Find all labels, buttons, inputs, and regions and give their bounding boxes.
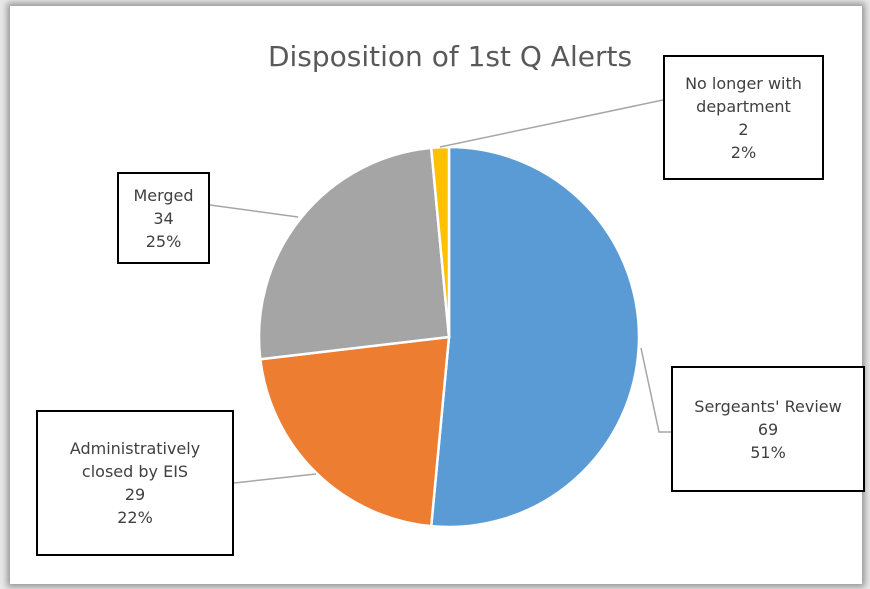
label-percent: 51%: [750, 442, 786, 462]
data-label: Merged 34 25%: [117, 172, 210, 264]
leader-line: [439, 99, 664, 148]
label-value: 2: [738, 119, 749, 139]
label-category: No longer with department: [685, 73, 802, 116]
leader-line: [640, 347, 671, 433]
label-value: 69: [757, 419, 779, 439]
leader-line: [233, 473, 317, 484]
leader-line: [209, 204, 299, 218]
label-category: Administratively closed by EIS: [69, 439, 201, 481]
pie-slice: [258, 335, 451, 528]
label-category: Merged: [133, 185, 194, 205]
data-label: Administratively closed by EIS 29 22%: [36, 410, 234, 556]
label-category: Sergeants' Review: [694, 396, 842, 416]
label-value: 29: [124, 485, 146, 504]
pie-slice: [429, 145, 641, 529]
label-percent: 25%: [145, 231, 182, 251]
label-percent: 2%: [730, 142, 757, 162]
pie-slice: [257, 146, 451, 361]
label-value: 34: [153, 208, 174, 228]
data-label: Sergeants' Review 69 51%: [671, 366, 865, 492]
label-percent: 22%: [117, 508, 153, 527]
chart-title: Disposition of 1st Q Alerts: [267, 40, 633, 73]
data-label: No longer with department 2 2%: [663, 55, 824, 180]
